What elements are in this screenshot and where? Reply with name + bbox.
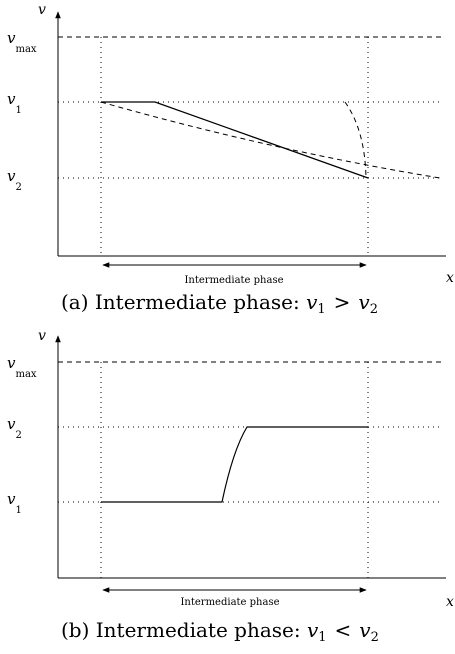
lower-level-main-b: v	[7, 490, 16, 508]
x-axis-label-a: x	[446, 270, 454, 286]
caption-a: (a) Intermediate phase: v1 > v2	[61, 290, 378, 317]
caption-op-a: >	[334, 290, 351, 314]
caption-prefix-a: (a) Intermediate phase:	[61, 290, 306, 314]
lower-level-label-b: v1	[7, 490, 22, 516]
caption-b: (b) Intermediate phase: v1 < v2	[61, 618, 379, 645]
upper-level-sub-b: 2	[15, 430, 21, 441]
caption-op-b: <	[335, 618, 352, 642]
v-axis-label-b: v	[38, 328, 46, 344]
caption-rhs-sub-a: 2	[370, 302, 378, 317]
caption-rhs-sub-b: 2	[371, 630, 379, 645]
solid-profile-curve-b	[101, 426, 368, 503]
phase-label-a: Intermediate phase	[184, 275, 283, 286]
panel-b: Intermediate phase v x vmax v2 v1 (b) In…	[7, 328, 454, 645]
solid-profile-curve-a	[101, 101, 369, 179]
caption-prefix-b: (b) Intermediate phase:	[61, 618, 307, 642]
upper-level-sub-a: 1	[15, 105, 21, 116]
vmax-label-main-b: v	[7, 354, 16, 372]
upper-level-label-a: v1	[7, 90, 22, 116]
upper-level-main-b: v	[7, 415, 16, 433]
caption-rhs-a: v	[358, 290, 370, 314]
vmax-label-sub-b: max	[15, 369, 36, 380]
upper-level-main-a: v	[7, 90, 16, 108]
caption-lhs-a: v	[306, 290, 318, 314]
panel-a: Intermediate phase v x vmax v1 v2 (a) In…	[7, 2, 454, 317]
lower-level-label-a: v2	[7, 167, 22, 193]
dashed-profile-curve-a	[100, 101, 441, 179]
dashed-turn-curve-a	[344, 101, 367, 179]
lower-level-main-a: v	[7, 167, 16, 185]
phase-label-b: Intermediate phase	[180, 597, 279, 608]
caption-lhs-sub-a: 1	[317, 302, 325, 317]
v-axis-label-a: v	[38, 2, 46, 18]
caption-rhs-b: v	[359, 618, 371, 642]
vmax-label-main-a: v	[7, 29, 16, 47]
lower-level-sub-b: 1	[15, 505, 21, 516]
upper-level-label-b: v2	[7, 415, 22, 441]
vmax-label-b: vmax	[7, 354, 37, 380]
vmax-label-a: vmax	[7, 29, 37, 55]
caption-lhs-sub-b: 1	[318, 630, 326, 645]
vmax-label-sub-a: max	[15, 44, 36, 55]
caption-lhs-b: v	[307, 618, 319, 642]
lower-level-sub-a: 2	[15, 182, 21, 193]
x-axis-label-b: x	[446, 594, 454, 610]
